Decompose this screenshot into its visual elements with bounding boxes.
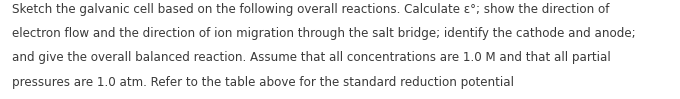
- Text: and give the overall balanced reaction. Assume that all concentrations are 1.0 M: and give the overall balanced reaction. …: [12, 51, 611, 64]
- Text: pressures are 1.0 atm. Refer to the table above for the standard reduction poten: pressures are 1.0 atm. Refer to the tabl…: [12, 76, 514, 89]
- Text: Sketch the galvanic cell based on the following overall reactions. Calculate ε°;: Sketch the galvanic cell based on the fo…: [12, 3, 610, 16]
- Text: electron flow and the direction of ion migration through the salt bridge; identi: electron flow and the direction of ion m…: [12, 27, 636, 40]
